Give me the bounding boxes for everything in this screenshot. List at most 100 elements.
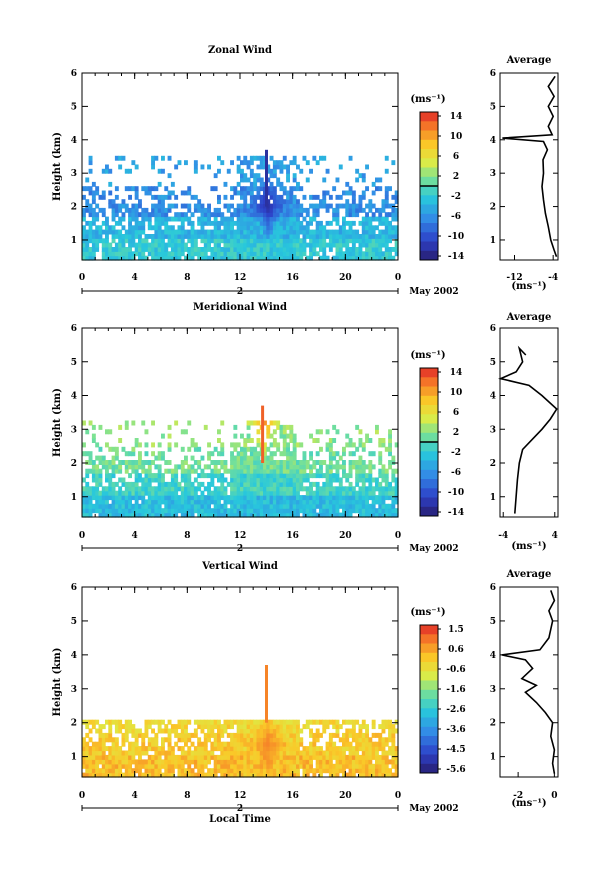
colorbar-tick-label: -10 bbox=[448, 232, 464, 242]
heatmap-cell bbox=[236, 473, 241, 479]
heatmap-cell bbox=[289, 255, 294, 261]
heatmap-cell bbox=[279, 481, 284, 487]
heatmap-cell bbox=[88, 238, 93, 244]
heatmap-cell bbox=[371, 746, 376, 752]
heatmap-cell bbox=[200, 741, 205, 747]
heatmap-cell bbox=[342, 203, 346, 209]
heatmap-cell bbox=[319, 155, 323, 161]
heatmap-cell bbox=[361, 763, 366, 769]
x-tick-label: 8 bbox=[184, 273, 190, 283]
heatmap-cell bbox=[394, 508, 399, 514]
heatmap-cell bbox=[269, 216, 274, 222]
heatmap-cell bbox=[365, 746, 369, 752]
heatmap-cell bbox=[174, 212, 179, 218]
heatmap-cell bbox=[124, 499, 129, 505]
heatmap-cell bbox=[332, 724, 337, 730]
heatmap-cell bbox=[210, 212, 215, 218]
heatmap-cell bbox=[114, 750, 119, 756]
heatmap-cell bbox=[167, 754, 172, 760]
heatmap-cell bbox=[355, 247, 360, 252]
heatmap-cell bbox=[157, 238, 162, 244]
heatmap-cell bbox=[82, 759, 86, 765]
heatmap-cell bbox=[338, 229, 343, 235]
heatmap-cell bbox=[378, 754, 383, 760]
heatmap-cell bbox=[124, 503, 129, 509]
heatmap-cell bbox=[118, 238, 123, 244]
heatmap-cell bbox=[289, 424, 294, 430]
heatmap-cell bbox=[118, 495, 123, 501]
heatmap-cell bbox=[365, 724, 369, 730]
heatmap-cell bbox=[236, 251, 241, 257]
heatmap-cell bbox=[220, 754, 225, 760]
heatmap-cell bbox=[246, 242, 251, 248]
heatmap-cell bbox=[305, 477, 310, 483]
heatmap-cell bbox=[342, 737, 346, 743]
heatmap-cell bbox=[263, 238, 267, 244]
heatmap-cell bbox=[345, 772, 350, 778]
heatmap-cell bbox=[328, 754, 333, 760]
heatmap-cell bbox=[358, 768, 363, 774]
heatmap-cell bbox=[266, 242, 271, 248]
heatmap-cell bbox=[378, 177, 383, 183]
heatmap-cell bbox=[394, 242, 399, 248]
heatmap-cell bbox=[246, 238, 251, 244]
heatmap-cell bbox=[187, 732, 192, 738]
heatmap-cell bbox=[296, 741, 300, 747]
heatmap-cell bbox=[82, 207, 86, 213]
heatmap-cell bbox=[85, 229, 90, 235]
heatmap-cell bbox=[147, 724, 152, 730]
heatmap-cell bbox=[164, 225, 169, 231]
heatmap-cell bbox=[279, 234, 284, 239]
heatmap-cell bbox=[272, 168, 277, 174]
heatmap-cell bbox=[134, 186, 139, 192]
heatmap-cell bbox=[161, 486, 165, 492]
heatmap-cell bbox=[345, 503, 350, 509]
heatmap-cell bbox=[246, 477, 251, 483]
heatmap-cell bbox=[345, 759, 350, 765]
heatmap-cell bbox=[315, 234, 320, 239]
heatmap-cell bbox=[177, 508, 182, 514]
heatmap-cell bbox=[371, 719, 376, 725]
heatmap-cell bbox=[355, 424, 360, 430]
heatmap-cell bbox=[161, 763, 165, 769]
heatmap-cell bbox=[91, 486, 96, 492]
heatmap-cell bbox=[124, 207, 129, 213]
heatmap-cell bbox=[95, 508, 100, 514]
heatmap-cell bbox=[246, 724, 251, 730]
heatmap-cell bbox=[279, 255, 284, 261]
heatmap-cell bbox=[217, 468, 221, 474]
heatmap-cell bbox=[114, 468, 119, 474]
heatmap-cell bbox=[217, 251, 221, 257]
heatmap-cell bbox=[253, 512, 258, 518]
heatmap-cell bbox=[151, 251, 155, 257]
heatmap-cell bbox=[263, 763, 267, 769]
heatmap-cell bbox=[236, 741, 241, 747]
heatmap-cell bbox=[190, 225, 195, 231]
heatmap-cell bbox=[315, 750, 320, 756]
y-tick-label: 3 bbox=[71, 425, 77, 435]
heatmap-cell bbox=[114, 495, 119, 501]
heatmap-cell bbox=[249, 251, 254, 257]
heatmap-cell bbox=[95, 490, 100, 496]
heatmap-cell bbox=[384, 477, 389, 483]
heatmap-cell bbox=[82, 234, 86, 239]
heatmap-cell bbox=[263, 225, 267, 231]
heatmap-cell bbox=[279, 772, 284, 778]
heatmap-cell bbox=[217, 503, 221, 509]
heatmap-cell bbox=[253, 508, 258, 514]
heatmap-cell bbox=[164, 229, 169, 235]
heatmap-cell bbox=[167, 772, 172, 778]
heatmap-cell bbox=[157, 168, 162, 174]
heatmap-cell bbox=[263, 442, 267, 448]
heatmap-cell bbox=[319, 499, 323, 505]
heatmap-cell bbox=[289, 481, 294, 487]
heatmap-cell bbox=[381, 495, 386, 501]
heatmap-cell bbox=[302, 724, 307, 730]
heatmap-cell bbox=[365, 495, 369, 501]
heatmap-cell bbox=[388, 772, 392, 778]
heatmap-cell bbox=[345, 207, 350, 213]
heatmap-cell bbox=[203, 242, 208, 248]
heatmap-cell bbox=[217, 512, 221, 518]
heatmap-cell bbox=[322, 750, 327, 756]
colorbar-segment bbox=[420, 250, 438, 261]
